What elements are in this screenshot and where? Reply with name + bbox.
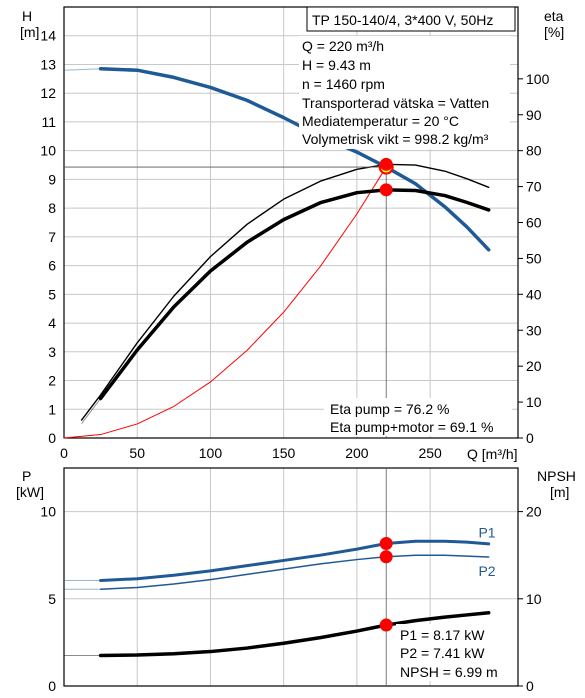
right-tick-label: 0	[526, 430, 534, 446]
right-tick-label: 60	[526, 215, 542, 231]
left-tick-label: 9	[48, 171, 56, 187]
power-info: P1 = 8.17 kW P2 = 7.41 kW NPSH = 6.99 m	[396, 624, 512, 681]
left-tick-label: 10	[40, 143, 56, 159]
info-liquid: Transporterad vätska = Vatten	[302, 95, 489, 111]
efficiency-info: Eta pump = 76.2 % Eta pump+motor = 69.1 …	[324, 398, 512, 436]
plot-frame	[63, 6, 519, 439]
left-tick-label: 11	[41, 114, 56, 130]
eta-axis-title: eta	[544, 8, 564, 24]
right-tick-label: 10	[526, 591, 542, 607]
duty-point-marker	[379, 537, 393, 551]
power-axis-unit: [kW]	[16, 484, 44, 500]
series-label: P2	[478, 563, 495, 579]
x-tick-label: 0	[60, 445, 68, 461]
left-tick-label: 7	[48, 229, 56, 245]
duty-point-marker	[379, 157, 393, 171]
duty-point-marker	[379, 183, 393, 197]
right-tick-label: 50	[526, 250, 542, 266]
info-flow: Q = 220 m³/h	[302, 38, 384, 54]
right-tick-label: 100	[526, 71, 550, 87]
right-tick-label: 20	[526, 358, 542, 374]
info-p1: P1 = 8.17 kW	[400, 627, 485, 643]
curve-line	[63, 166, 387, 439]
info-npsh: NPSH = 6.99 m	[400, 664, 498, 680]
x-tick-label: 250	[418, 445, 442, 461]
x-tick-label: 50	[129, 445, 145, 461]
plot-frame	[63, 467, 519, 687]
left-tick-label: 4	[48, 315, 56, 331]
npsh-axis-unit: [m]	[550, 484, 569, 500]
right-tick-label: 90	[526, 107, 542, 123]
right-tick-label: 10	[526, 394, 542, 410]
left-tick-label: 6	[48, 258, 56, 274]
info-eta-total: Eta pump+motor = 69.1 %	[330, 419, 493, 435]
curve-extension	[81, 398, 102, 424]
info-head: H = 9.43 m	[302, 57, 371, 73]
right-tick-label: 80	[526, 143, 542, 159]
left-tick-label: 5	[48, 591, 56, 607]
curve-line	[80, 163, 490, 421]
curve-line	[99, 539, 491, 582]
power-axis-title: P	[22, 468, 31, 484]
operating-point-info: Q = 220 m³/h H = 9.43 m n = 1460 rpm Tra…	[299, 36, 510, 149]
right-tick-label: 30	[526, 322, 542, 338]
left-tick-label: 0	[48, 678, 56, 694]
left-tick-label: 12	[40, 85, 56, 101]
left-tick-label: 5	[48, 286, 56, 302]
left-tick-label: 13	[40, 56, 56, 72]
x-tick-label: 150	[272, 445, 296, 461]
head-axis-title: H	[22, 8, 32, 24]
flow-axis-label: Q [m³/h]	[467, 446, 518, 462]
duty-point-marker	[379, 618, 393, 632]
left-tick-label: 14	[40, 28, 56, 44]
x-tick-label: 100	[199, 445, 223, 461]
duty-point-marker	[379, 550, 393, 564]
head-axis-unit: [m]	[20, 24, 39, 40]
left-tick-label: 0	[48, 430, 56, 446]
left-tick-label: 1	[48, 401, 56, 417]
info-p2: P2 = 7.41 kW	[400, 645, 485, 661]
pump-title-box	[306, 6, 516, 32]
curve-line	[98, 188, 491, 401]
right-tick-label: 20	[526, 504, 542, 520]
curve-line	[99, 554, 490, 590]
right-tick-label: 70	[526, 179, 542, 195]
curve-extension	[63, 68, 101, 71]
info-eta-pump: Eta pump = 76.2 %	[330, 401, 449, 417]
npsh-axis-title: NPSH	[537, 468, 576, 484]
left-tick-label: 8	[48, 200, 56, 216]
info-density: Volymetrisk vikt = 998.2 kg/m³	[302, 131, 489, 147]
pump-title: TP 150-140/4, 3*400 V, 50Hz	[312, 12, 493, 28]
x-tick-label: 200	[345, 445, 369, 461]
curve-line	[98, 611, 491, 658]
right-tick-label: 40	[526, 286, 542, 302]
eta-axis-unit: [%]	[544, 24, 564, 40]
info-speed: n = 1460 rpm	[302, 76, 385, 92]
left-tick-label: 3	[48, 344, 56, 360]
right-tick-label: 0	[526, 678, 534, 694]
left-tick-label: 2	[48, 373, 56, 389]
info-temperature: Mediatemperatur = 20 °C	[302, 113, 459, 129]
series-label: P1	[478, 525, 495, 541]
left-tick-label: 10	[40, 504, 56, 520]
